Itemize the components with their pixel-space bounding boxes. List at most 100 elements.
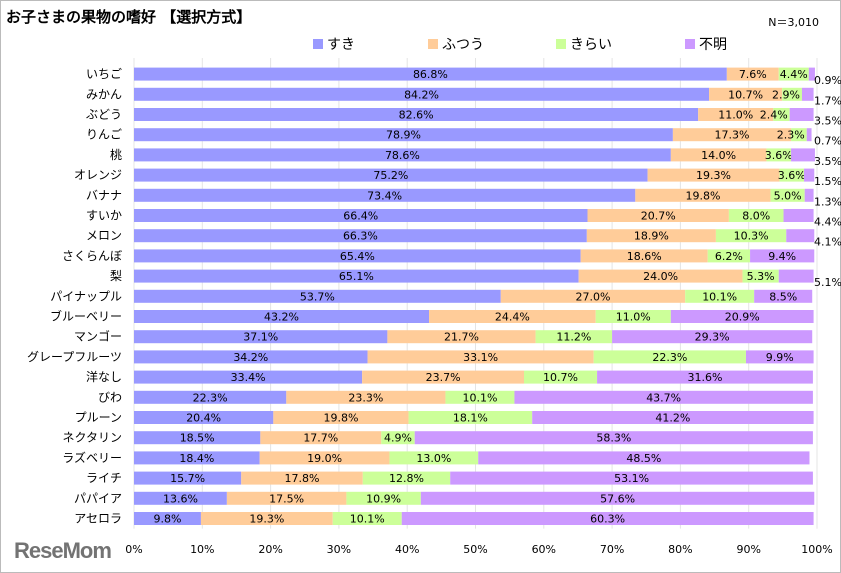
data-label: 4.4% — [780, 68, 808, 81]
bar-segment — [134, 168, 648, 182]
bar-segment — [750, 249, 815, 263]
legend-swatch — [313, 39, 323, 49]
data-label: 20.4% — [186, 412, 221, 425]
data-label: 10.1% — [462, 391, 497, 404]
category-label: オレンジ — [74, 168, 122, 182]
data-label: 2.3% — [777, 129, 805, 142]
bar-segment — [362, 471, 451, 485]
category-label: マンゴー — [74, 329, 122, 344]
data-label: 78.9% — [386, 129, 421, 142]
x-tick-label: 20% — [258, 543, 282, 556]
data-label: 14.0% — [701, 149, 736, 162]
legend-item: ふつう — [428, 34, 484, 54]
data-label: 75.2% — [373, 169, 408, 182]
data-label: 58.3% — [596, 432, 631, 445]
category-label: 桃 — [110, 147, 122, 162]
data-label: 20.9% — [725, 311, 760, 324]
data-label: 34.2% — [233, 351, 268, 364]
bar-segment — [685, 289, 755, 303]
data-label: 5.3% — [747, 270, 775, 283]
bar-segment — [134, 451, 260, 465]
data-label: 22.3% — [652, 351, 687, 364]
data-label: 60.3% — [590, 513, 625, 526]
legend-swatch — [428, 39, 438, 49]
data-label: 19.8% — [685, 189, 720, 202]
bar-segment — [367, 350, 594, 364]
data-label: 9.4% — [768, 250, 796, 263]
data-label: 13.6% — [163, 492, 198, 505]
data-label: 43.7% — [646, 391, 681, 404]
bar-segment — [726, 67, 779, 81]
data-label: 18.9% — [634, 230, 669, 243]
data-label: 66.4% — [343, 210, 378, 223]
bar-segment — [791, 148, 815, 162]
data-label: 43.2% — [264, 311, 299, 324]
data-label: 73.4% — [367, 189, 402, 202]
category-label: 洋なし — [86, 369, 122, 384]
bar-segment — [635, 188, 771, 202]
data-label: 6.2% — [715, 250, 743, 263]
bar-segment — [134, 108, 699, 121]
bar-segment — [500, 289, 686, 303]
data-label: 5.0% — [774, 189, 802, 202]
data-label: 2.9% — [772, 88, 800, 101]
bar-segment — [478, 451, 810, 465]
bar-segment — [801, 87, 814, 101]
data-label: 82.6% — [399, 109, 434, 122]
x-tick-label: 40% — [395, 543, 419, 556]
bar-segment — [387, 330, 536, 344]
data-label: 18.5% — [180, 432, 215, 445]
data-label: 1.5% — [814, 175, 841, 188]
data-label: 19.3% — [696, 169, 731, 182]
bar-segment — [134, 512, 201, 525]
legend-label: 不明 — [699, 37, 727, 53]
bar-segment — [595, 310, 671, 323]
legend-swatch — [556, 39, 566, 49]
bar-segment — [429, 310, 596, 323]
data-label: 19.0% — [307, 452, 342, 465]
bar-segment — [754, 289, 813, 303]
x-tick-label: 0% — [125, 543, 142, 556]
data-label: 18.6% — [627, 250, 662, 263]
bar-segment — [612, 330, 813, 344]
bar-segment — [578, 269, 743, 283]
data-label: 41.2% — [655, 412, 690, 425]
resemom-logo: ReseMom — [14, 538, 112, 563]
data-label: 2.4% — [760, 109, 788, 122]
category-label: バナナ — [86, 188, 122, 202]
bar-segment — [808, 67, 815, 81]
bar-segment — [806, 128, 812, 142]
category-label: さくらんぼ — [62, 249, 122, 263]
bar-segment — [804, 168, 815, 182]
bar-segment — [273, 411, 409, 424]
category-label: ラズベリー — [62, 450, 122, 465]
data-label: 23.3% — [348, 391, 383, 404]
data-label: 37.1% — [243, 331, 278, 344]
bar-segment — [134, 229, 587, 243]
bar-segment — [332, 512, 402, 525]
category-label: びわ — [98, 390, 122, 404]
data-label: 19.3% — [249, 513, 284, 526]
data-label: 3.6% — [778, 169, 806, 182]
bar-segment — [532, 411, 814, 424]
category-label: ネクタリン — [62, 431, 122, 445]
x-tick-label: 50% — [463, 543, 487, 556]
bar-segment — [786, 229, 815, 243]
data-label: 4.4% — [814, 216, 841, 229]
data-label: 10.1% — [350, 513, 385, 526]
bar-segment — [414, 431, 813, 445]
data-label: 4.9% — [384, 432, 412, 445]
x-tick-label: 60% — [532, 543, 556, 556]
category-label: パパイア — [74, 491, 122, 505]
category-label: アセロラ — [74, 512, 122, 526]
bar-segment — [783, 209, 814, 222]
data-label: 65.4% — [340, 250, 375, 263]
data-label: 11.0% — [616, 311, 651, 324]
bar-segment — [647, 168, 780, 182]
bar-segment — [742, 269, 779, 283]
data-label: 10.3% — [734, 230, 769, 243]
data-label: 24.0% — [643, 270, 678, 283]
legend-swatch — [685, 39, 695, 49]
data-label: 0.7% — [814, 135, 841, 148]
